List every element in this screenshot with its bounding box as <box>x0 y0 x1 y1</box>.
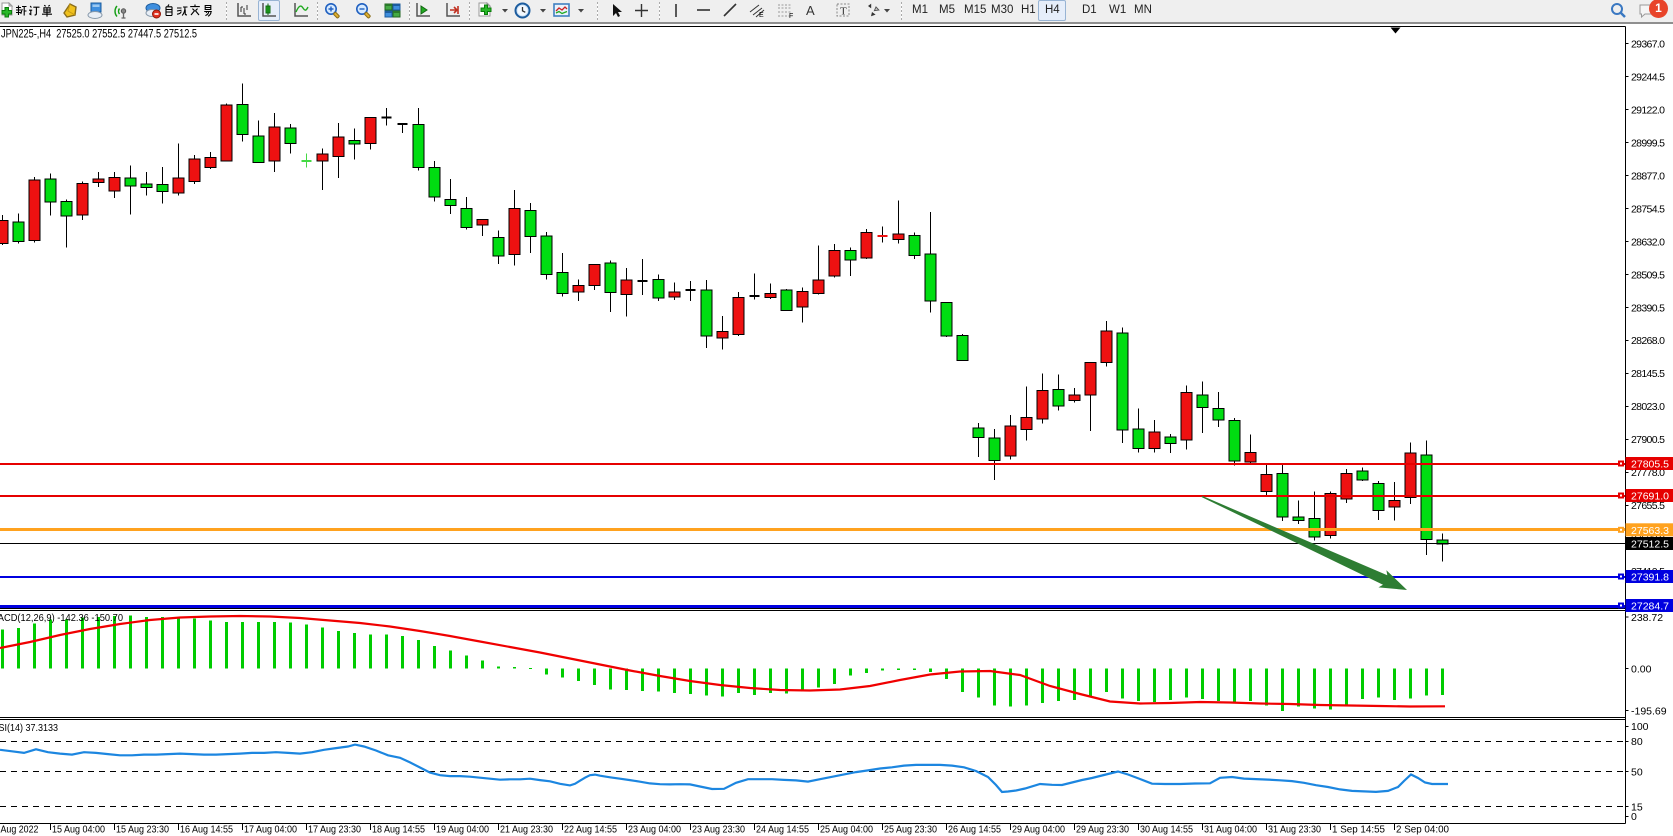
svg-text:28509.5: 28509.5 <box>1631 269 1665 281</box>
svg-text:17 Aug 23:30: 17 Aug 23:30 <box>308 824 361 836</box>
svg-text:23 Aug 23:30: 23 Aug 23:30 <box>692 824 745 836</box>
svg-text:30 Aug 14:55: 30 Aug 14:55 <box>1140 824 1193 836</box>
svg-text:28268.0: 28268.0 <box>1631 335 1665 347</box>
svg-text:E: E <box>759 12 764 19</box>
svg-text:26 Aug 14:55: 26 Aug 14:55 <box>948 824 1001 836</box>
svg-text:-195.69: -195.69 <box>1631 705 1667 717</box>
svg-text:0: 0 <box>1631 811 1637 823</box>
svg-text:18 Aug 14:55: 18 Aug 14:55 <box>372 824 425 836</box>
svg-text:50: 50 <box>1631 766 1643 778</box>
svg-text:23 Aug 04:00: 23 Aug 04:00 <box>628 824 681 836</box>
svg-text:27284.7: 27284.7 <box>1631 601 1669 613</box>
svg-text:1 Sep 14:55: 1 Sep 14:55 <box>1332 824 1385 836</box>
svg-text:24 Aug 14:55: 24 Aug 14:55 <box>756 824 809 836</box>
svg-text:29122.0: 29122.0 <box>1631 104 1665 116</box>
svg-text:15: 15 <box>1631 801 1643 813</box>
svg-text:25 Aug 23:30: 25 Aug 23:30 <box>884 824 937 836</box>
svg-text:80: 80 <box>1631 736 1643 748</box>
svg-text:JPN225-,H4 27525.0 27552.5 27: JPN225-,H4 27525.0 27552.5 27447.5 27512… <box>1 29 197 41</box>
svg-text:28754.5: 28754.5 <box>1631 203 1665 215</box>
svg-text:29244.5: 29244.5 <box>1631 72 1665 84</box>
svg-text:17 Aug 04:00: 17 Aug 04:00 <box>244 824 297 836</box>
svg-text:19 Aug 04:00: 19 Aug 04:00 <box>436 824 489 836</box>
svg-text:27512.5: 27512.5 <box>1631 539 1669 551</box>
svg-text:31 Aug 04:00: 31 Aug 04:00 <box>1204 824 1257 836</box>
svg-text:T: T <box>840 6 847 18</box>
svg-text:RSI(14) 37.3133: RSI(14) 37.3133 <box>0 722 58 734</box>
svg-text:100: 100 <box>1631 721 1649 733</box>
svg-text:25 Aug 04:00: 25 Aug 04:00 <box>820 824 873 836</box>
svg-text:28023.0: 28023.0 <box>1631 401 1665 413</box>
svg-text:27655.5: 27655.5 <box>1631 500 1665 512</box>
svg-text:28145.5: 28145.5 <box>1631 368 1665 380</box>
svg-text:0.00: 0.00 <box>1631 663 1652 675</box>
svg-text:27805.5: 27805.5 <box>1631 459 1669 471</box>
svg-text:27391.8: 27391.8 <box>1631 572 1669 584</box>
svg-text:16 Aug 14:55: 16 Aug 14:55 <box>180 824 233 836</box>
svg-text:27900.5: 27900.5 <box>1631 434 1665 446</box>
svg-text:21 Aug 23:30: 21 Aug 23:30 <box>500 824 553 836</box>
svg-text:Aug 2022: Aug 2022 <box>1 824 39 836</box>
svg-text:22 Aug 14:55: 22 Aug 14:55 <box>564 824 617 836</box>
svg-text:238.72: 238.72 <box>1631 612 1663 624</box>
svg-text:27563.3: 27563.3 <box>1631 525 1669 537</box>
svg-text:28999.5: 28999.5 <box>1631 137 1665 149</box>
svg-text:28390.5: 28390.5 <box>1631 302 1665 314</box>
svg-text:28632.0: 28632.0 <box>1631 236 1665 248</box>
svg-text:29 Aug 23:30: 29 Aug 23:30 <box>1076 824 1129 836</box>
svg-text:28877.0: 28877.0 <box>1631 170 1665 182</box>
svg-text:29367.0: 29367.0 <box>1631 39 1665 51</box>
svg-text:27691.0: 27691.0 <box>1631 491 1669 503</box>
svg-text:27778.0: 27778.0 <box>1631 467 1665 479</box>
svg-text:F: F <box>789 13 793 19</box>
svg-text:MACD(12,26,9) -142.36 -150.70: MACD(12,26,9) -142.36 -150.70 <box>0 612 123 624</box>
svg-text:2 Sep 04:00: 2 Sep 04:00 <box>1396 824 1449 836</box>
svg-text:31 Aug 23:30: 31 Aug 23:30 <box>1268 824 1321 836</box>
svg-text:15 Aug 23:30: 15 Aug 23:30 <box>116 824 169 836</box>
svg-text:29 Aug 04:00: 29 Aug 04:00 <box>1012 824 1065 836</box>
svg-text:15 Aug 04:00: 15 Aug 04:00 <box>52 824 105 836</box>
